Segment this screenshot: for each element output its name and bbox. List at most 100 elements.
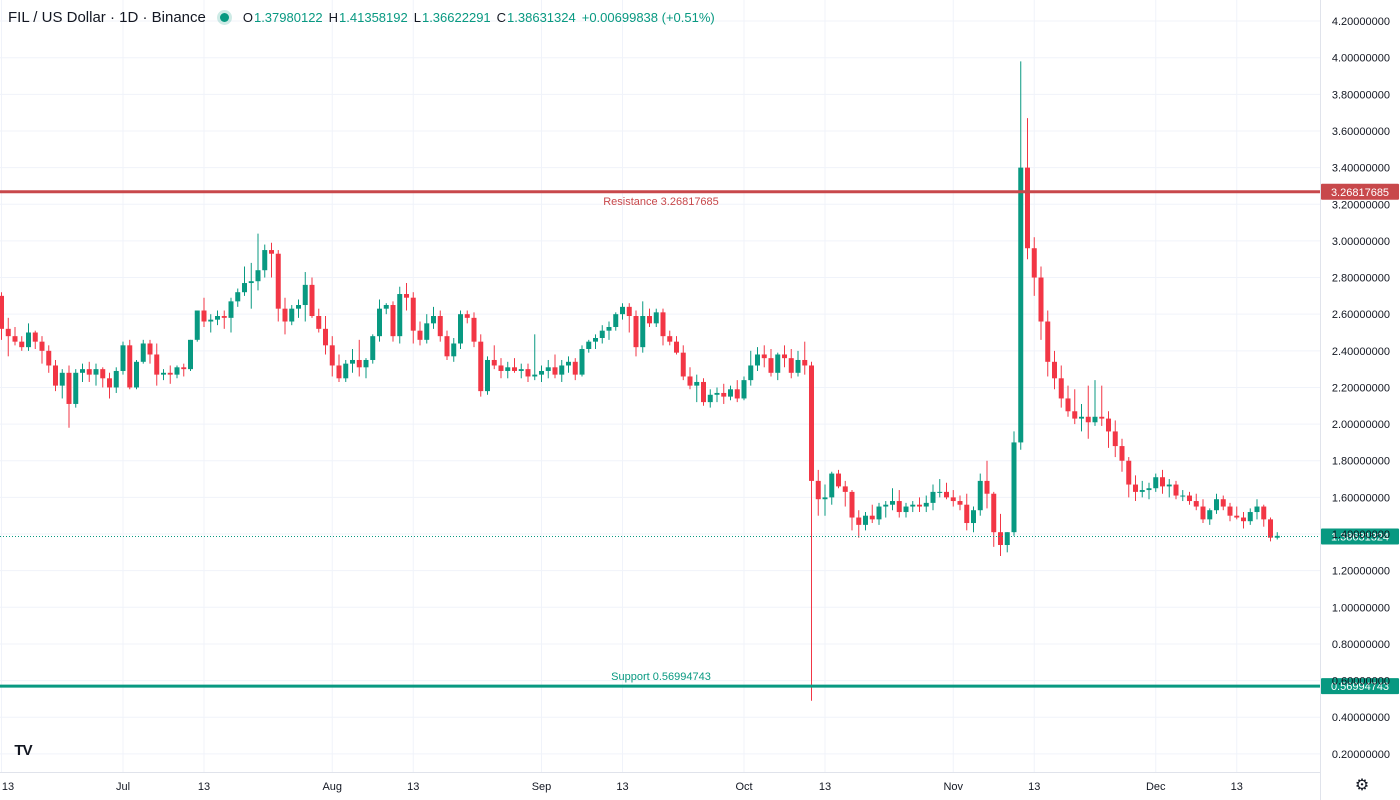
candle-body: [613, 314, 619, 328]
tradingview-logo-icon[interactable]: TV: [14, 741, 32, 759]
candle-body: [944, 491, 949, 498]
candle: [1200, 499, 1206, 524]
candle-body: [1119, 446, 1125, 461]
candle-body: [194, 310, 200, 340]
candle: [59, 369, 65, 399]
candle: [228, 297, 234, 333]
candle-body: [836, 473, 841, 487]
candle-body: [1200, 506, 1206, 520]
candle-body: [86, 369, 92, 375]
candle: [964, 493, 970, 531]
candle: [1274, 532, 1280, 540]
candle: [1207, 508, 1213, 525]
candle: [721, 383, 727, 404]
candle-body: [275, 253, 281, 309]
low-value: 1.36622291: [421, 9, 491, 25]
x-tick-label: 13: [1028, 781, 1040, 793]
candle: [795, 350, 801, 377]
candle: [1058, 365, 1064, 408]
candle: [485, 356, 490, 395]
candle-body: [545, 367, 551, 371]
y-tick-label: 1.80000000: [1332, 456, 1390, 468]
y-tick-label: 1.40000000: [1332, 529, 1390, 541]
candle: [1092, 380, 1098, 426]
candle-body: [59, 372, 65, 386]
candle: [154, 343, 160, 386]
y-tick-label: 0.80000000: [1332, 639, 1390, 651]
candle-body: [127, 345, 133, 388]
candle: [1004, 532, 1010, 553]
candle: [107, 372, 112, 399]
candle-body: [269, 250, 274, 254]
candle-body: [1058, 378, 1064, 399]
candle-body: [221, 316, 227, 318]
x-tick-label: Sep: [532, 781, 552, 793]
candle-body: [485, 359, 490, 392]
candle: [984, 460, 990, 509]
candle-body: [728, 389, 733, 397]
candle: [741, 376, 747, 401]
candle: [390, 301, 396, 342]
symbol-title[interactable]: FIL / US Dollar · 1D · Binance: [8, 8, 206, 26]
candle-body: [1234, 515, 1240, 518]
candle: [707, 389, 713, 408]
candle: [998, 513, 1003, 557]
candle: [0, 292, 4, 340]
candle: [930, 484, 936, 511]
candle-body: [903, 506, 909, 513]
close-key: C: [496, 9, 507, 25]
candle: [748, 350, 754, 386]
candle: [1247, 508, 1253, 525]
candle: [323, 316, 328, 355]
open-value: 1.37980122: [253, 9, 323, 25]
candle: [1153, 473, 1159, 492]
candle: [350, 348, 355, 373]
candle-body: [161, 372, 166, 375]
candle-body: [1025, 167, 1030, 249]
x-tick-label: Oct: [735, 781, 752, 793]
candle: [53, 359, 58, 392]
y-tick-label: 2.80000000: [1332, 273, 1390, 285]
candle: [714, 387, 720, 403]
candle: [275, 250, 281, 322]
close-value: 1.38631324: [507, 9, 576, 25]
candle-body: [5, 328, 11, 337]
candle: [309, 277, 315, 318]
candle-body: [140, 343, 146, 362]
candle-body: [113, 370, 119, 388]
candle: [1241, 512, 1246, 529]
time-axis[interactable]: 13 Jul 13 Aug 13 Sep 13 Oct 13 Nov 13 Dec 13: [0, 772, 1320, 794]
candle-body: [1106, 418, 1111, 432]
gear-icon[interactable]: ⚙: [1354, 777, 1370, 794]
candle-body: [788, 358, 794, 373]
candle-body: [377, 308, 382, 337]
candle: [356, 339, 362, 377]
candle: [1146, 482, 1152, 500]
candle: [66, 365, 72, 428]
candle-body: [937, 491, 943, 493]
candle-body: [296, 305, 301, 309]
candle-body: [1254, 506, 1260, 513]
candle-body: [984, 480, 990, 494]
candle: [167, 365, 173, 384]
low-key: L: [413, 9, 421, 25]
candle: [856, 510, 862, 538]
price-axis[interactable]: 4.20000000 4.00000000 3.80000000 3.60000000…: [1320, 0, 1391, 800]
candle: [1214, 493, 1219, 514]
candle-body: [741, 380, 747, 399]
x-tick-label: 13: [616, 781, 628, 793]
candle: [1072, 389, 1078, 425]
support-price-tag: 0.56994743: [1321, 678, 1399, 695]
candle-body: [1011, 442, 1017, 533]
candle-body: [863, 515, 868, 525]
candle-body: [1065, 398, 1071, 412]
open-key: O: [242, 9, 253, 25]
candle-body: [215, 316, 220, 320]
candle-body: [512, 367, 517, 371]
candle: [653, 308, 659, 328]
candle: [593, 334, 598, 349]
candle: [1133, 475, 1138, 502]
candle-body: [572, 361, 578, 375]
candle-body: [701, 381, 706, 403]
